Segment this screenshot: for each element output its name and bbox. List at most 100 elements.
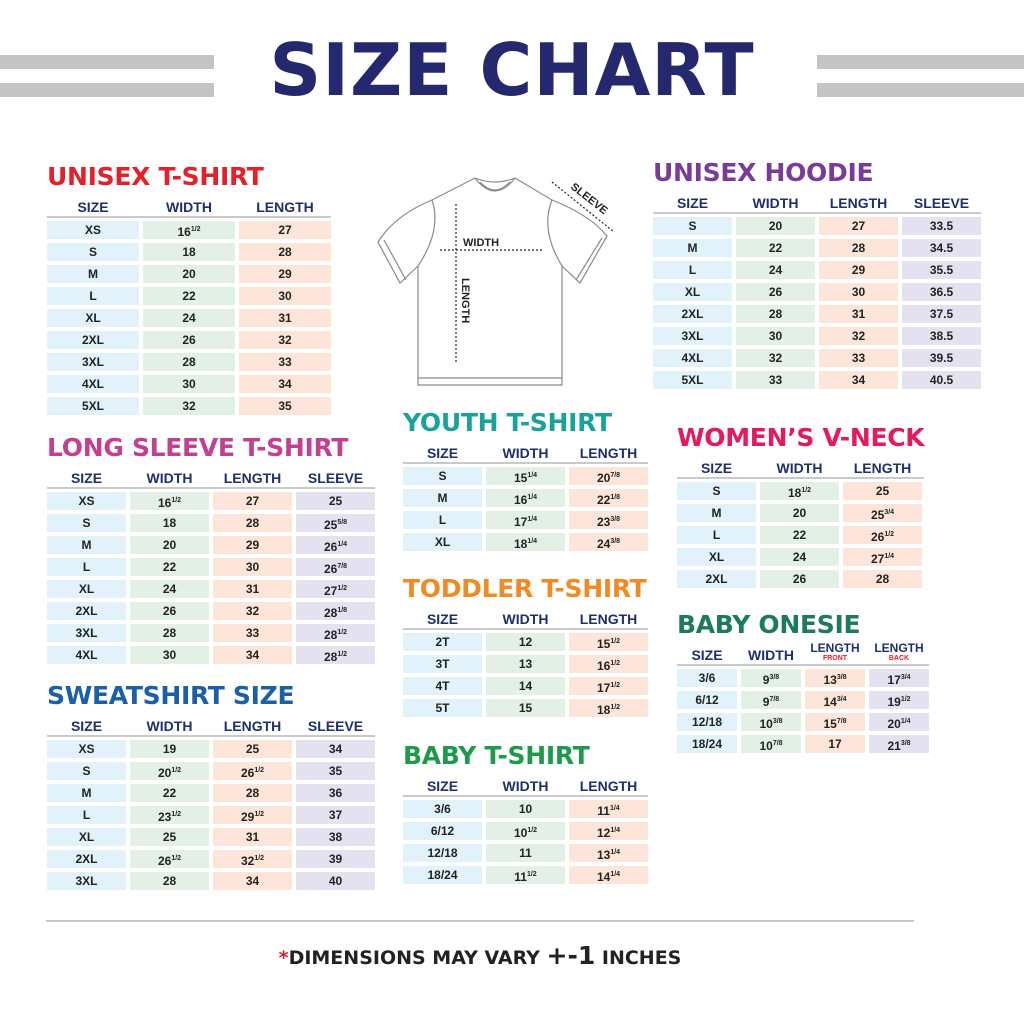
- column-header-length: LENGTH: [569, 446, 648, 460]
- table-row: 4XL 30 34 281/2: [47, 646, 375, 664]
- column-label: SIZE: [77, 199, 109, 215]
- column-label: SIZE: [676, 195, 709, 211]
- table-row: XL 24 271/4: [677, 548, 924, 566]
- cell-sleeve: 191/2: [869, 691, 929, 709]
- table-row: 2XL 261/2 321/2 39: [47, 850, 375, 868]
- cell-size: 5XL: [653, 371, 732, 389]
- cell-length: 27: [239, 221, 331, 239]
- baby-onesie-table: BABY ONESIE SIZE WIDTH LENGTH FRONT LENGTH BAC…: [677, 610, 929, 757]
- cell-length: 151/2: [569, 633, 648, 651]
- cell-length: 31: [213, 580, 292, 598]
- table-row: L 171/4 233/8: [403, 511, 648, 529]
- cell-width: 24: [736, 261, 815, 279]
- cell-size: S: [403, 467, 482, 485]
- cell-width: 231/2: [130, 806, 209, 824]
- cell-length: 33: [239, 353, 331, 371]
- cell-sleeve: 39.5: [902, 349, 981, 367]
- column-label: SLEEVE: [307, 470, 364, 486]
- table-header: SIZE WIDTH LENGTH: [403, 438, 648, 464]
- cell-sleeve: 36: [296, 784, 375, 802]
- cell-length: 35: [239, 397, 331, 415]
- decor-bar-left-bottom: [0, 83, 214, 97]
- cell-width: 93/8: [741, 669, 801, 687]
- cell-length: 25: [213, 740, 292, 758]
- cell-length: 28: [213, 784, 292, 802]
- cell-size: 2XL: [47, 602, 126, 620]
- table-title: SWEATSHIRT SIZE: [47, 681, 295, 710]
- cell-size: 3T: [403, 655, 482, 673]
- cell-width: 12: [486, 633, 565, 651]
- table-row: 3XL 30 32 38.5: [653, 327, 981, 345]
- column-label: SIZE: [426, 778, 459, 794]
- cell-width: 20: [143, 265, 235, 283]
- cell-size: 4T: [403, 677, 482, 695]
- cell-length: 34: [213, 872, 292, 890]
- column-label: LENGTH: [874, 641, 924, 655]
- cell-length: 30: [819, 283, 898, 301]
- column-label: LENGTH: [829, 195, 888, 211]
- column-label: WIDTH: [748, 647, 794, 663]
- cell-size: XL: [677, 548, 756, 566]
- cell-width: 201/2: [130, 762, 209, 780]
- cell-sleeve: 37: [296, 806, 375, 824]
- table-row: 5T 15 181/2: [403, 699, 648, 717]
- cell-size: XS: [47, 221, 139, 239]
- column-header-size: SIZE: [47, 200, 139, 214]
- cell-size: 3/6: [403, 800, 482, 818]
- cell-length: 111/4: [569, 800, 648, 818]
- cell-length: 161/2: [569, 655, 648, 673]
- column-label: LENGTH: [579, 445, 638, 461]
- cell-size: 18/24: [403, 866, 482, 884]
- table-row: 2XL 26 32: [47, 331, 331, 349]
- cell-size: 6/12: [403, 822, 482, 840]
- cell-size: XS: [47, 740, 126, 758]
- cell-width: 22: [130, 558, 209, 576]
- table-row: M 22 28 34.5: [653, 239, 981, 257]
- column-header-size: SIZE: [403, 446, 482, 460]
- toddler-tshirt-table: TODDLER T-SHIRT SIZE WIDTH LENGTH 2T 12 151/2 3…: [403, 574, 648, 721]
- cell-width: 32: [736, 349, 815, 367]
- cell-width: 22: [760, 526, 839, 544]
- cell-size: 3XL: [47, 872, 126, 890]
- cell-size: S: [677, 482, 756, 500]
- cell-width: 161/4: [486, 489, 565, 507]
- column-label: WIDTH: [146, 470, 193, 486]
- column-label: SIZE: [700, 460, 733, 476]
- cell-size: 2T: [403, 633, 482, 651]
- cell-sleeve: 267/8: [296, 558, 375, 576]
- cell-length: 29: [213, 536, 292, 554]
- table-row: S 181/2 25: [677, 482, 924, 500]
- cell-sleeve: 34: [296, 740, 375, 758]
- column-header-length: LENGTH: [819, 196, 898, 210]
- column-label: LENGTH: [256, 199, 314, 215]
- cell-size: S: [653, 217, 732, 235]
- table-row: 5XL 33 34 40.5: [653, 371, 981, 389]
- sweatshirt-table: SWEATSHIRT SIZE SIZE WIDTH LENGTH SLEEVE XS 19…: [47, 681, 375, 894]
- womens-vneck-table: WOMEN’S V-NECK SIZE WIDTH LENGTH S 181/2 25 M 20…: [677, 423, 925, 592]
- table-title: BABY ONESIE: [677, 610, 861, 639]
- cell-length: 34: [239, 375, 331, 393]
- column-header-size: SIZE: [47, 719, 126, 733]
- table-row: 3/6 93/8 133/8 173/4: [677, 669, 929, 687]
- cell-size: 3XL: [653, 327, 732, 345]
- table-row: L 24 29 35.5: [653, 261, 981, 279]
- tshirt-outline-icon: [377, 177, 608, 386]
- cell-length: 207/8: [569, 467, 648, 485]
- column-header-length: LENGTH: [569, 779, 648, 793]
- table-row: 2XL 26 32 281/8: [47, 602, 375, 620]
- table-row: L 231/2 291/2 37: [47, 806, 375, 824]
- cell-width: 261/2: [130, 850, 209, 868]
- cell-length: 141/4: [569, 866, 648, 884]
- cell-size: 18/24: [677, 735, 737, 753]
- table-title: LONG SLEEVE T-SHIRT: [47, 433, 349, 462]
- cell-sleeve: 25: [296, 492, 375, 510]
- cell-sleeve: 271/2: [296, 580, 375, 598]
- cell-sleeve: 173/4: [869, 669, 929, 687]
- cell-size: M: [47, 536, 126, 554]
- column-label: SLEEVE: [307, 718, 364, 734]
- cell-width: 24: [130, 580, 209, 598]
- cell-length: 29: [819, 261, 898, 279]
- column-label: WIDTH: [502, 778, 549, 794]
- table-row: L 22 30 267/8: [47, 558, 375, 576]
- column-label: WIDTH: [146, 718, 193, 734]
